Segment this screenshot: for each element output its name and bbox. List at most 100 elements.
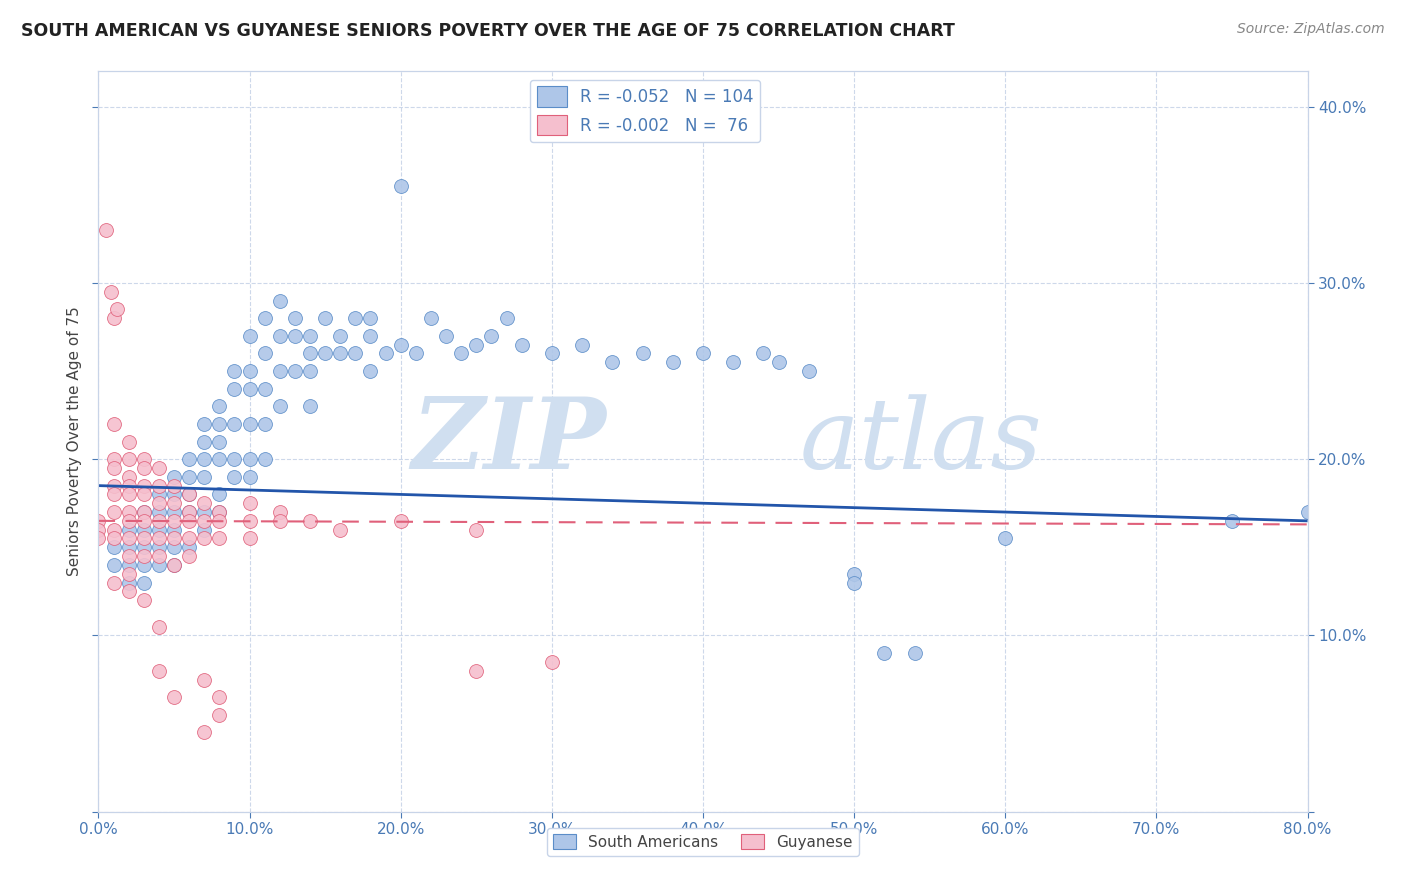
- Point: [844, 575, 866, 590]
- Point: [118, 541, 141, 555]
- Point: [103, 311, 125, 326]
- Point: [118, 505, 141, 519]
- Point: [148, 664, 170, 678]
- Point: [179, 505, 201, 519]
- Point: [103, 523, 125, 537]
- Point: [132, 558, 155, 572]
- Point: [163, 514, 186, 528]
- Point: [103, 417, 125, 431]
- Point: [163, 690, 186, 705]
- Point: [360, 328, 382, 343]
- Point: [193, 452, 215, 467]
- Point: [253, 346, 276, 360]
- Point: [163, 487, 186, 501]
- Point: [631, 346, 654, 360]
- Point: [100, 285, 122, 299]
- Point: [163, 541, 186, 555]
- Point: [163, 478, 186, 492]
- Point: [269, 514, 291, 528]
- Point: [118, 566, 141, 581]
- Point: [132, 532, 155, 546]
- Point: [269, 399, 291, 413]
- Point: [723, 355, 745, 369]
- Point: [284, 311, 307, 326]
- Point: [208, 417, 231, 431]
- Point: [299, 399, 322, 413]
- Point: [420, 311, 443, 326]
- Point: [344, 346, 367, 360]
- Point: [103, 461, 125, 475]
- Point: [148, 505, 170, 519]
- Point: [118, 478, 141, 492]
- Point: [179, 487, 201, 501]
- Point: [132, 549, 155, 563]
- Point: [148, 461, 170, 475]
- Point: [253, 417, 276, 431]
- Point: [239, 328, 262, 343]
- Point: [118, 584, 141, 599]
- Point: [208, 690, 231, 705]
- Point: [239, 496, 262, 510]
- Point: [208, 434, 231, 449]
- Point: [132, 478, 155, 492]
- Point: [163, 505, 186, 519]
- Point: [374, 346, 396, 360]
- Point: [360, 311, 382, 326]
- Point: [389, 514, 412, 528]
- Point: [571, 337, 593, 351]
- Point: [163, 558, 186, 572]
- Point: [208, 532, 231, 546]
- Point: [132, 541, 155, 555]
- Point: [224, 452, 246, 467]
- Point: [224, 417, 246, 431]
- Point: [193, 417, 215, 431]
- Point: [179, 452, 201, 467]
- Point: [389, 337, 412, 351]
- Point: [329, 328, 352, 343]
- Point: [118, 487, 141, 501]
- Point: [224, 364, 246, 378]
- Point: [132, 575, 155, 590]
- Point: [844, 566, 866, 581]
- Point: [163, 532, 186, 546]
- Point: [465, 664, 488, 678]
- Point: [103, 532, 125, 546]
- Point: [540, 655, 562, 669]
- Point: [103, 575, 125, 590]
- Point: [269, 328, 291, 343]
- Point: [193, 725, 215, 739]
- Point: [299, 364, 322, 378]
- Point: [253, 382, 276, 396]
- Point: [360, 364, 382, 378]
- Point: [163, 470, 186, 484]
- Text: Source: ZipAtlas.com: Source: ZipAtlas.com: [1237, 22, 1385, 37]
- Point: [193, 514, 215, 528]
- Point: [163, 558, 186, 572]
- Point: [148, 558, 170, 572]
- Point: [132, 487, 155, 501]
- Point: [239, 532, 262, 546]
- Point: [148, 478, 170, 492]
- Point: [103, 505, 125, 519]
- Point: [299, 514, 322, 528]
- Point: [299, 346, 322, 360]
- Point: [193, 434, 215, 449]
- Point: [148, 514, 170, 528]
- Point: [239, 452, 262, 467]
- Point: [269, 505, 291, 519]
- Point: [148, 541, 170, 555]
- Point: [87, 523, 110, 537]
- Point: [103, 541, 125, 555]
- Point: [224, 470, 246, 484]
- Point: [132, 523, 155, 537]
- Point: [163, 496, 186, 510]
- Point: [510, 337, 533, 351]
- Point: [103, 558, 125, 572]
- Point: [405, 346, 427, 360]
- Text: atlas: atlas: [800, 394, 1042, 489]
- Point: [208, 487, 231, 501]
- Point: [873, 646, 896, 660]
- Point: [540, 346, 562, 360]
- Point: [179, 514, 201, 528]
- Point: [193, 532, 215, 546]
